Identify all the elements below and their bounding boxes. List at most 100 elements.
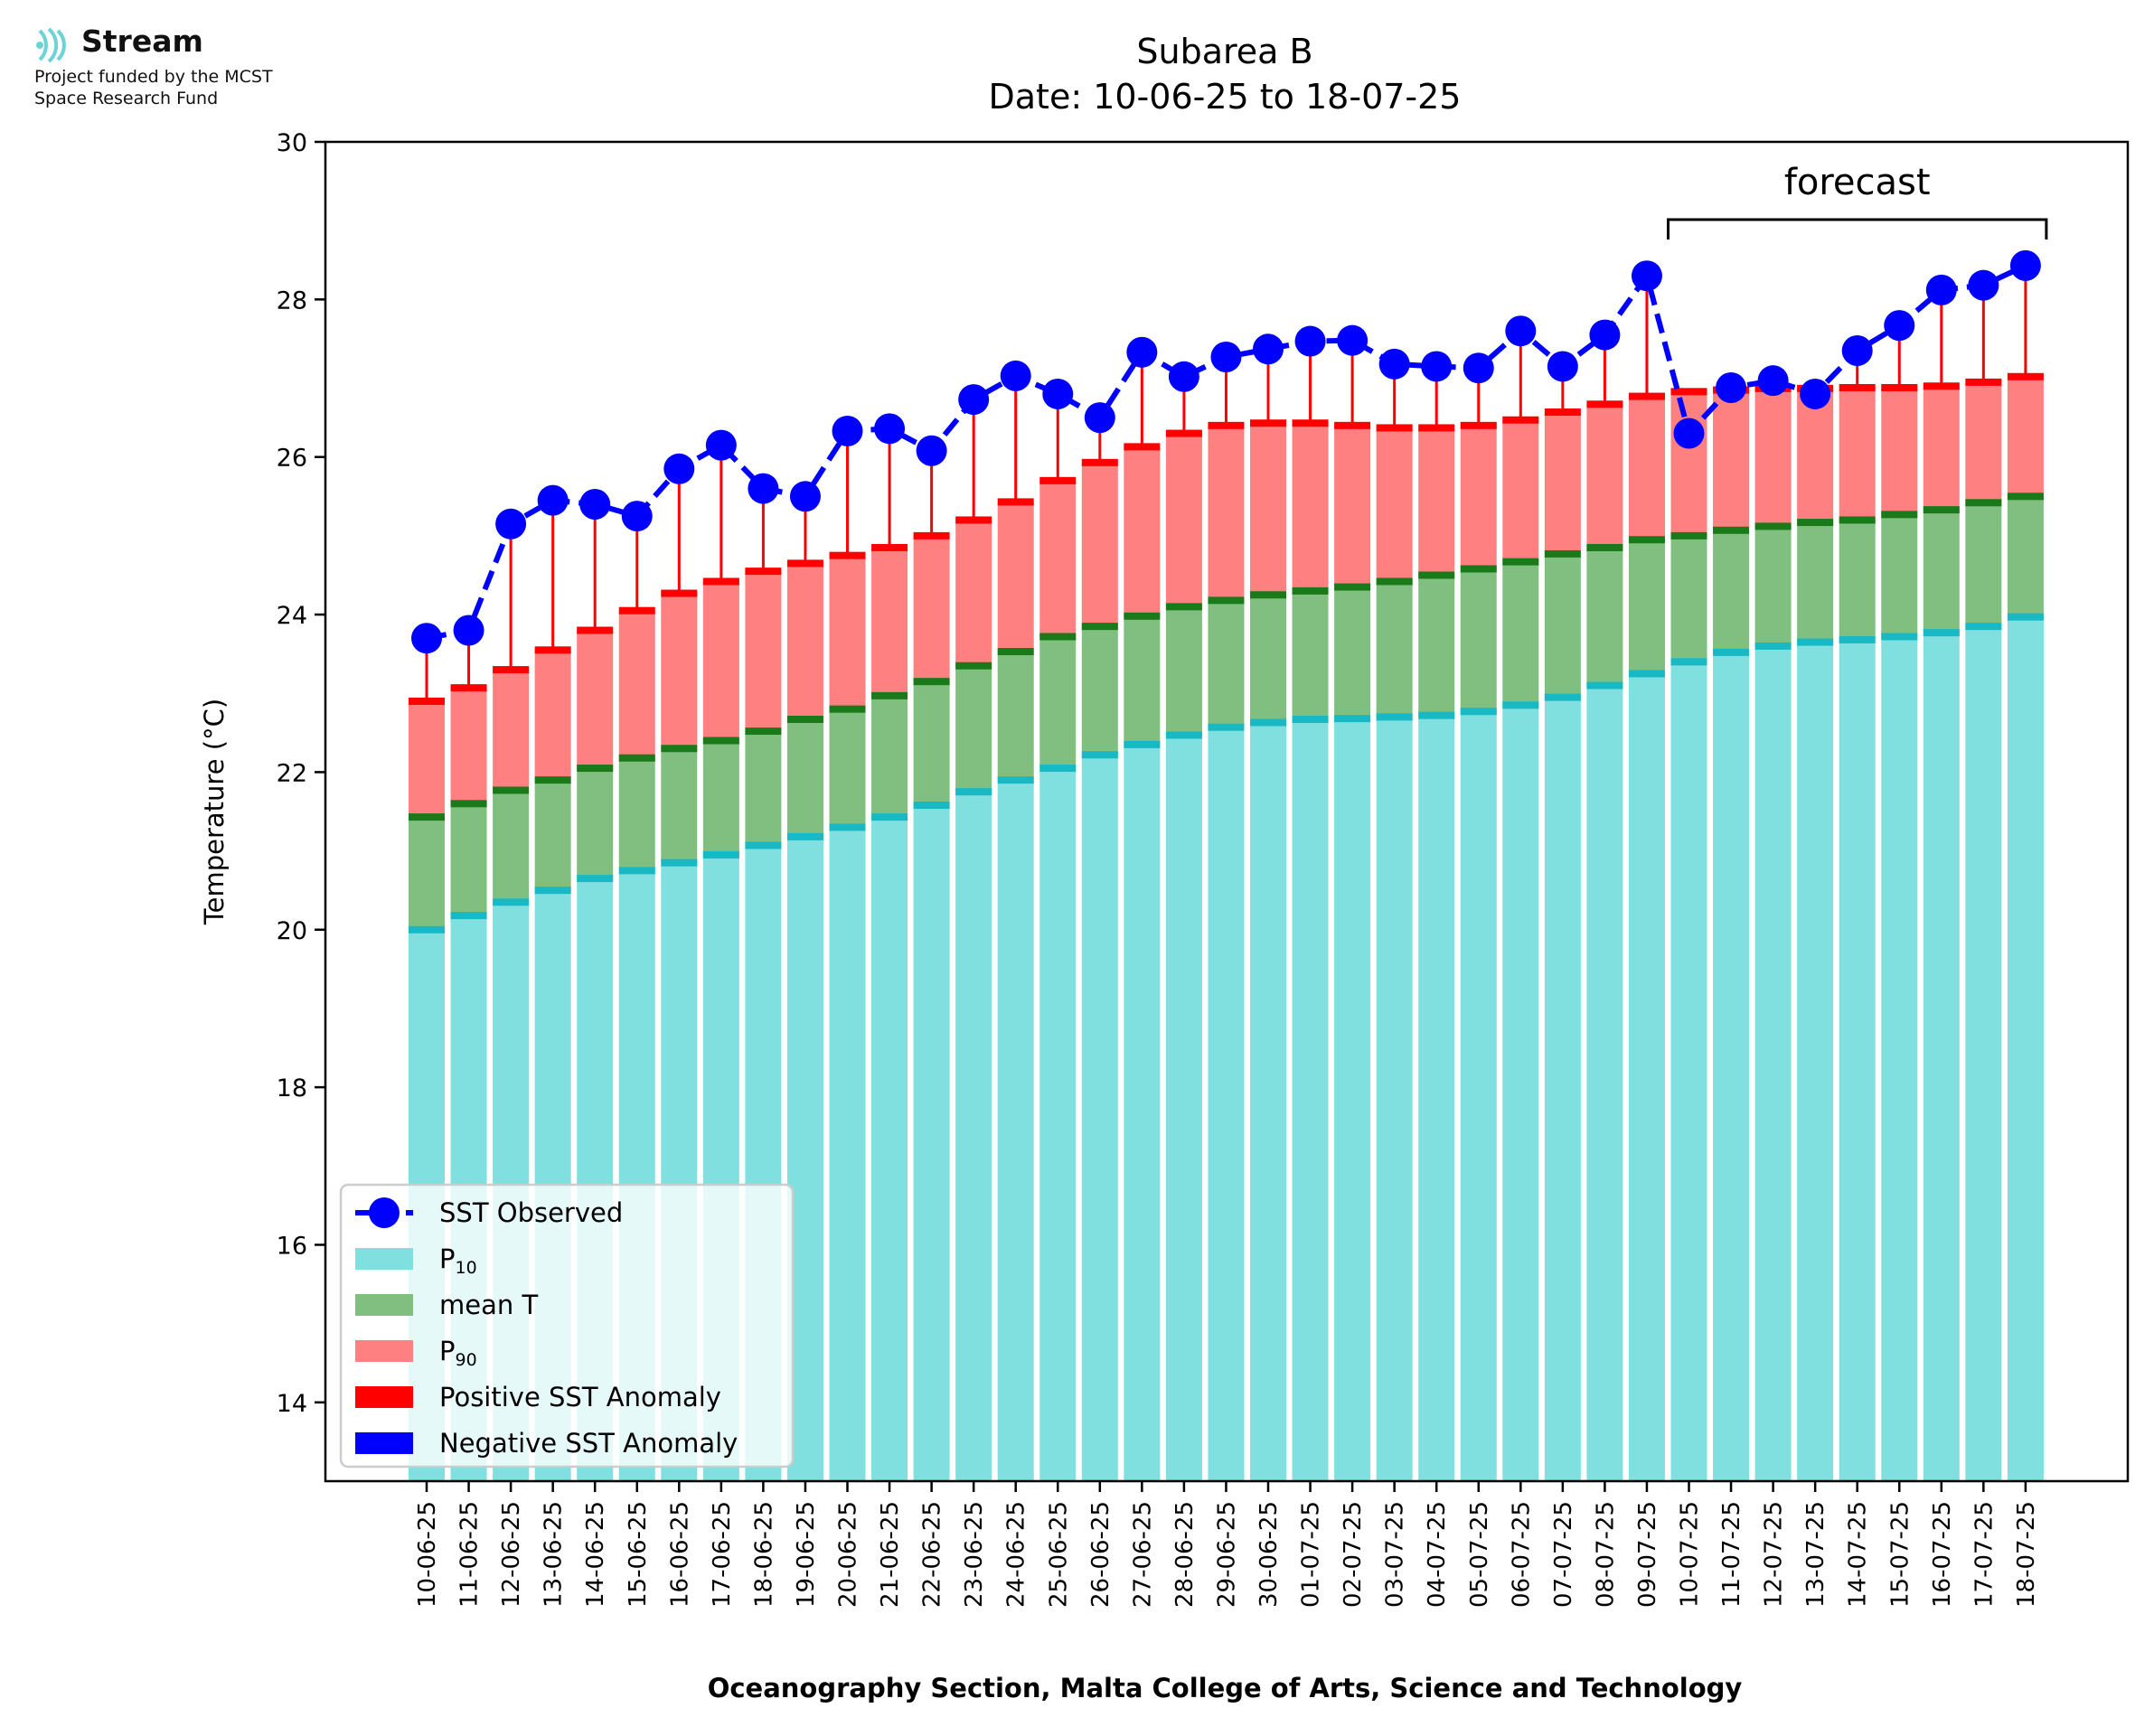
x-tick-label: 15-06-25	[625, 1501, 652, 1608]
sst-observed-point	[1589, 319, 1621, 351]
x-tick-label: 03-07-25	[1382, 1501, 1409, 1608]
mean-bar	[577, 768, 614, 879]
x-tick-label: 16-06-25	[666, 1501, 693, 1608]
mean-bar	[1544, 553, 1581, 698]
p10-bar	[1586, 685, 1623, 1481]
p90-bar	[1628, 396, 1665, 540]
mean-bar	[1208, 600, 1245, 727]
p90-bar	[1544, 412, 1581, 554]
p10-bar	[1965, 626, 2002, 1481]
forecast-bracket: forecast	[1667, 162, 2048, 239]
sst-observed-point	[1337, 324, 1369, 356]
sst-observed-point	[1547, 351, 1578, 382]
sst-observed-point	[1716, 371, 1747, 403]
mean-bar	[1839, 520, 1876, 640]
mean-bar	[1250, 595, 1286, 723]
x-tick-label: 11-06-25	[456, 1501, 484, 1608]
p90-bar	[1797, 388, 1834, 523]
mean-bar	[2007, 496, 2044, 617]
legend-swatch	[355, 1248, 413, 1270]
p10-edge	[786, 832, 823, 840]
p10-bar	[1502, 705, 1539, 1481]
p90-bar	[1292, 423, 1329, 591]
sst-observed-point	[1000, 360, 1031, 391]
p10-bar	[1124, 744, 1161, 1481]
p10-edge	[1250, 718, 1286, 727]
sst-observed-point	[1757, 365, 1789, 397]
p10-edge	[829, 823, 866, 831]
sst-observed-point	[1631, 260, 1662, 292]
p10-bar	[955, 792, 992, 1481]
mean-bar	[702, 740, 739, 855]
p10-edge	[1208, 723, 1245, 731]
sst-observed-point	[1968, 269, 1999, 301]
y-tick-label: 28	[277, 286, 307, 314]
p90-bar	[702, 581, 739, 741]
x-tick-label: 28-06-25	[1171, 1501, 1199, 1608]
mean-edge	[1797, 519, 1834, 527]
p10-edge	[913, 802, 950, 810]
mean-bar	[1460, 568, 1497, 712]
mean-bar	[1586, 547, 1623, 686]
p10-bar	[1250, 722, 1286, 1481]
x-tick-label: 25-06-25	[1045, 1501, 1072, 1608]
y-tick-label: 14	[277, 1390, 307, 1418]
x-tick-label: 08-07-25	[1592, 1501, 1619, 1608]
sst-observed-point	[748, 473, 779, 504]
p90-bar	[997, 502, 1034, 652]
p10-bar	[1923, 633, 1960, 1481]
mean-bar	[493, 790, 530, 903]
p10-bar	[1713, 652, 1750, 1481]
x-tick-label: 17-06-25	[709, 1501, 736, 1608]
logo-funding-line-2: Space Research Fund	[34, 89, 219, 108]
p10-bar	[997, 780, 1034, 1481]
mean-edge	[1754, 522, 1792, 530]
x-tick-label: 01-07-25	[1298, 1501, 1325, 1608]
sst-observed-point	[2009, 249, 2041, 281]
p10-edge	[1670, 658, 1707, 666]
x-tick-label: 22-06-25	[919, 1501, 946, 1608]
x-tick-label: 14-07-25	[1845, 1501, 1872, 1608]
p10-bar	[871, 817, 908, 1481]
mean-edge	[409, 813, 445, 821]
mean-edge	[577, 765, 614, 773]
p10-edge	[1713, 648, 1750, 656]
stream-wave-icon	[36, 27, 66, 63]
mean-edge	[1713, 526, 1750, 534]
sst-observed-point	[663, 453, 695, 484]
mean-edge	[1586, 543, 1623, 551]
mean-edge	[871, 691, 908, 699]
x-tick-label: 21-06-25	[877, 1501, 904, 1608]
p90-bar	[1460, 425, 1497, 569]
p10-edge	[1965, 623, 2002, 631]
mean-bar	[1334, 586, 1371, 719]
mean-bar	[1713, 530, 1750, 652]
p10-edge	[493, 898, 530, 906]
chart-subtitle: Date: 10-06-25 to 18-07-25	[989, 77, 1462, 117]
mean-bar	[955, 665, 992, 793]
mean-edge	[786, 716, 823, 724]
mean-edge	[1670, 531, 1707, 540]
x-tick-label: 09-07-25	[1634, 1501, 1661, 1608]
y-axis: 14 16 18 20 22 24 26 28 30	[277, 129, 325, 1418]
mean-bar	[1081, 626, 1118, 755]
mean-edge	[1839, 516, 1876, 524]
legend-swatch	[355, 1386, 413, 1408]
x-axis-label: Oceanography Section, Malta College of A…	[708, 1673, 1743, 1703]
mean-bar	[1923, 510, 1960, 633]
legend-item-sst-observed: SST Observed	[439, 1197, 623, 1228]
legend-item-mean: mean T	[439, 1290, 538, 1320]
mean-bar	[1376, 581, 1413, 718]
mean-edge	[618, 754, 655, 762]
mean-bar	[1039, 636, 1077, 769]
x-tick-label: 17-07-25	[1971, 1501, 1998, 1608]
sst-observed-point	[1505, 315, 1537, 347]
sst-observed-point	[1042, 378, 1074, 409]
x-tick-label: 27-06-25	[1129, 1501, 1156, 1608]
mean-edge	[1292, 586, 1329, 595]
p90-bar	[1081, 462, 1118, 627]
p10-edge	[1586, 681, 1623, 690]
p10-bar	[1460, 711, 1497, 1481]
mean-bar	[1292, 590, 1329, 720]
